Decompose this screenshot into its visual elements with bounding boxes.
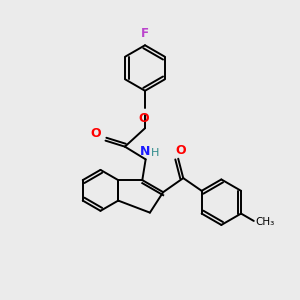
Text: N: N (140, 145, 150, 158)
Text: O: O (139, 112, 149, 125)
Text: O: O (91, 127, 101, 140)
Text: F: F (141, 27, 149, 40)
Text: H: H (151, 148, 159, 158)
Text: CH₃: CH₃ (256, 217, 275, 227)
Text: O: O (175, 144, 185, 157)
